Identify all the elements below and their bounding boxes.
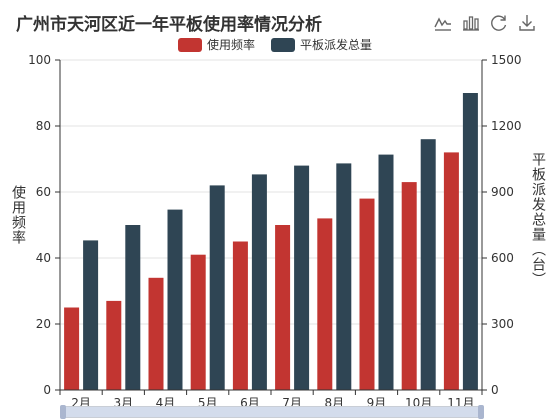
datazoom-range[interactable] bbox=[63, 407, 481, 417]
y-left-tick-label: 0 bbox=[43, 383, 51, 397]
y-left-tick-label: 100 bbox=[28, 53, 51, 67]
legend: 使用频率 平板派发总量 bbox=[0, 36, 550, 53]
y-axis-left-title: 使用频率 bbox=[10, 185, 26, 245]
toolbox bbox=[434, 14, 536, 32]
download-icon[interactable] bbox=[518, 14, 536, 32]
bar-tablet-total bbox=[83, 240, 99, 390]
bar-usage-rate bbox=[443, 152, 459, 390]
bar-usage-rate bbox=[359, 198, 375, 390]
line-chart-icon[interactable] bbox=[434, 14, 452, 32]
bar-usage-rate bbox=[232, 241, 248, 390]
bar-tablet-total bbox=[209, 185, 225, 390]
bar-tablet-total bbox=[378, 154, 394, 390]
bar-usage-rate bbox=[106, 300, 122, 390]
y-left-tick-label: 40 bbox=[36, 251, 51, 265]
datazoom-end-handle[interactable] bbox=[478, 405, 484, 419]
bar-usage-rate bbox=[275, 225, 291, 390]
legend-item-usage-rate[interactable]: 使用频率 bbox=[177, 36, 255, 53]
legend-swatch-usage-rate bbox=[177, 37, 202, 52]
bar-usage-rate bbox=[317, 218, 333, 390]
bar-tablet-total bbox=[167, 209, 183, 390]
y-right-tick-label: 0 bbox=[491, 383, 499, 397]
refresh-icon[interactable] bbox=[490, 14, 508, 32]
legend-label-usage-rate: 使用频率 bbox=[206, 38, 255, 52]
y-left-tick-label: 80 bbox=[36, 119, 51, 133]
bar-tablet-total bbox=[420, 139, 436, 390]
bar-tablet-total bbox=[251, 174, 267, 390]
bar-usage-rate bbox=[401, 182, 417, 390]
y-right-tick-label: 300 bbox=[491, 317, 514, 331]
bar-usage-rate bbox=[190, 254, 206, 390]
bar-chart-icon[interactable] bbox=[462, 14, 480, 32]
bar-usage-rate bbox=[64, 307, 80, 390]
y-left-tick-label: 60 bbox=[36, 185, 51, 199]
bar-tablet-total bbox=[336, 163, 352, 390]
legend-label-tablet-total: 平板派发总量 bbox=[300, 38, 373, 52]
y-right-tick-label: 1500 bbox=[491, 53, 522, 67]
y-left-tick-label: 20 bbox=[36, 317, 51, 331]
bar-tablet-total bbox=[294, 165, 310, 390]
chart-title: 广州市天河区近一年平板使用率情况分析 bbox=[16, 15, 322, 35]
bar-tablet-total bbox=[125, 225, 141, 390]
y-right-tick-label: 1200 bbox=[491, 119, 522, 133]
y-right-tick-label: 900 bbox=[491, 185, 514, 199]
bar-usage-rate bbox=[148, 277, 164, 390]
datazoom-start-handle[interactable] bbox=[60, 405, 66, 419]
legend-item-tablet-total[interactable]: 平板派发总量 bbox=[271, 36, 372, 53]
y-axis-right-title: 平板派发总量（台） bbox=[530, 152, 546, 287]
bar-tablet-total bbox=[462, 93, 478, 390]
datazoom-slider[interactable] bbox=[60, 405, 484, 419]
legend-swatch-tablet-total bbox=[271, 37, 295, 52]
y-right-tick-label: 600 bbox=[491, 251, 514, 265]
